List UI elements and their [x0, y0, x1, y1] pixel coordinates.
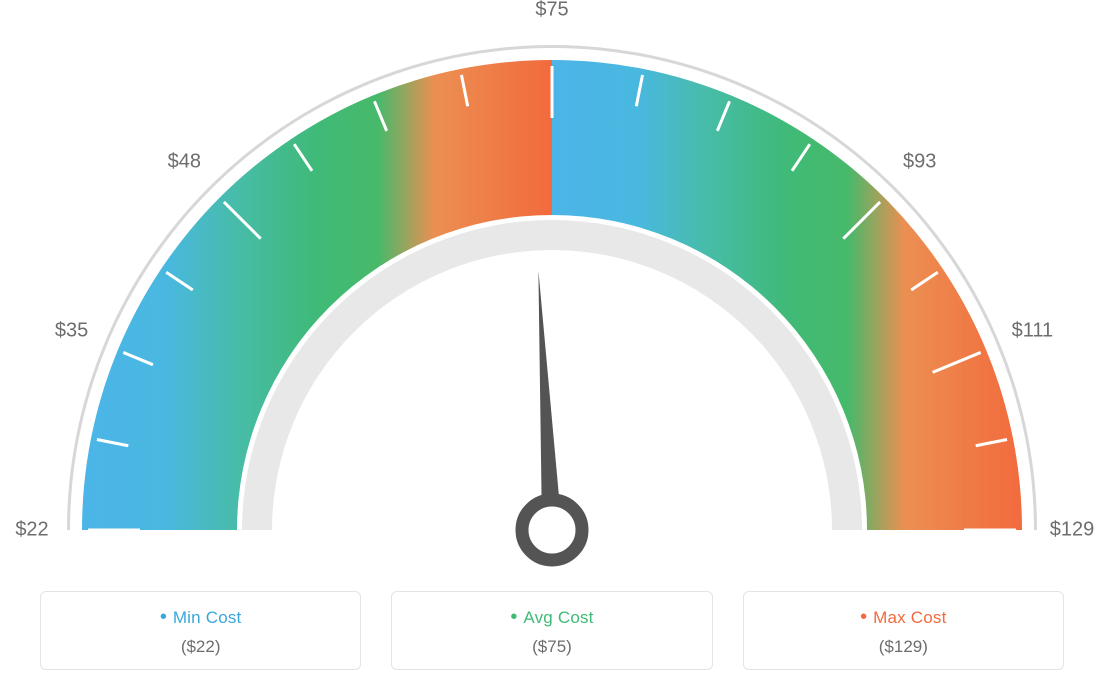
gauge-area: $22 $35 $48 $75 $93 $111 $129: [0, 0, 1104, 580]
gauge-hub: [522, 500, 582, 560]
cost-gauge-chart: $22 $35 $48 $75 $93 $111 $129 Min Cost ($22) Avg…: [0, 0, 1104, 690]
card-label: Avg Cost: [392, 606, 711, 629]
gauge-tick-label: $75: [535, 0, 568, 22]
gauge-tick-label: $48: [168, 151, 201, 174]
gauge-band-right: [552, 60, 1022, 530]
card-value: ($75): [392, 637, 711, 657]
gauge-tick-label: $35: [55, 320, 88, 343]
card-label: Min Cost: [41, 606, 360, 629]
card-value: ($22): [41, 637, 360, 657]
summary-card: Avg Cost ($75): [391, 591, 712, 670]
gauge-tick-label: $22: [15, 519, 48, 542]
gauge-svg: [0, 0, 1104, 580]
gauge-needle: [538, 270, 562, 530]
card-label: Max Cost: [744, 606, 1063, 629]
card-value: ($129): [744, 637, 1063, 657]
gauge-band-left: [82, 60, 552, 530]
gauge-tick-label: $129: [1050, 519, 1095, 542]
gauge-tick-label: $111: [1012, 320, 1054, 343]
summary-card: Max Cost ($129): [743, 591, 1064, 670]
summary-cards: Min Cost ($22) Avg Cost ($75) Max Cost ($129): [40, 591, 1064, 670]
gauge-tick-label: $93: [903, 151, 936, 174]
summary-card: Min Cost ($22): [40, 591, 361, 670]
